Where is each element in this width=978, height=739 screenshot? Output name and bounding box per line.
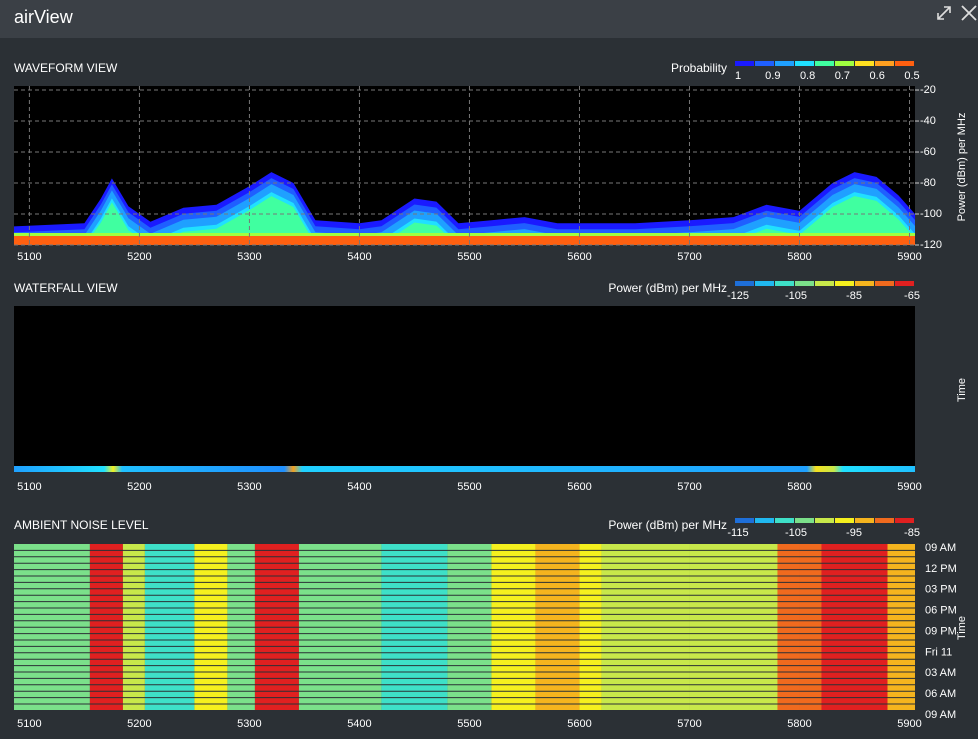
window-title: airView: [14, 7, 74, 27]
legend-tick: 0.8: [800, 70, 815, 82]
panel-title: WATERFALL VIEW: [14, 281, 118, 295]
waveform-floor: [14, 236, 915, 245]
legend-tick: 0.5: [904, 70, 919, 82]
x-tick-label: 5500: [457, 481, 481, 493]
time-label: 12 PM: [925, 563, 957, 575]
x-tick-label: 5700: [677, 251, 701, 263]
x-tick-label: 5900: [897, 481, 921, 493]
time-label: 03 AM: [925, 667, 956, 679]
legend-swatch: [755, 61, 774, 66]
x-tick-label: 5600: [567, 718, 591, 730]
x-tick-label: 5100: [17, 481, 41, 493]
legend-tick: -115: [727, 527, 748, 539]
x-tick-label: 5900: [897, 718, 921, 730]
legend-tick: -95: [846, 527, 862, 539]
x-tick-label: 5600: [567, 481, 591, 493]
y-axis-label: Power (dBm) per MHz: [956, 113, 968, 222]
y-tick-label: -20: [920, 84, 936, 96]
x-tick-label: 5700: [677, 718, 701, 730]
x-tick-label: 5700: [677, 481, 701, 493]
legend-swatch: [795, 61, 814, 66]
x-tick-label: 5500: [457, 718, 481, 730]
x-tick-label: 5500: [457, 251, 481, 263]
legend-swatch: [895, 281, 914, 286]
x-tick-label: 5300: [237, 718, 261, 730]
legend-swatch: [875, 281, 894, 286]
panel-title: WAVEFORM VIEW: [14, 61, 118, 75]
x-tick-label: 5200: [127, 251, 151, 263]
time-label: 06 PM: [925, 605, 957, 617]
legend-swatch: [775, 281, 794, 286]
legend-tick: 0.9: [765, 70, 780, 82]
legend-swatch: [835, 61, 854, 66]
legend-title: Power (dBm) per MHz: [608, 281, 727, 295]
time-label: 06 AM: [925, 688, 956, 700]
x-tick-label: 5800: [787, 481, 811, 493]
legend-tick: -85: [904, 527, 920, 539]
legend-tick: -105: [785, 290, 807, 302]
legend-swatch: [775, 518, 794, 523]
time-label: 09 AM: [925, 709, 956, 721]
legend-swatch: [775, 61, 794, 66]
waterfall-strip: [14, 466, 915, 472]
legend-title: Power (dBm) per MHz: [608, 518, 727, 532]
x-tick-label: 5100: [17, 251, 41, 263]
legend-swatch: [895, 518, 914, 523]
x-tick-label: 5900: [897, 251, 921, 263]
x-tick-label: 5400: [347, 251, 371, 263]
legend-swatch: [895, 61, 914, 66]
legend-swatch: [755, 281, 774, 286]
legend-swatch: [815, 518, 834, 523]
legend-tick: 0.7: [835, 70, 850, 82]
legend-title: Probability: [671, 61, 727, 75]
x-tick-label: 5800: [787, 718, 811, 730]
legend-swatch: [875, 61, 894, 66]
y-tick-label: -60: [920, 146, 936, 158]
time-label: Fri 11: [925, 646, 952, 658]
legend-swatch: [835, 518, 854, 523]
y-tick-label: -120: [920, 239, 942, 251]
header-bar: [0, 0, 978, 38]
y-tick-label: -100: [920, 208, 942, 220]
legend-swatch: [815, 281, 834, 286]
legend-swatch: [735, 61, 754, 66]
time-label: 09 PM: [925, 625, 957, 637]
y-axis-label: Time: [956, 616, 968, 640]
y-tick-label: -80: [920, 177, 936, 189]
time-label: 03 PM: [925, 584, 957, 596]
time-label: 09 AM: [925, 542, 956, 554]
legend-tick: -85: [846, 290, 862, 302]
legend-swatch: [735, 281, 754, 286]
legend-swatch: [795, 518, 814, 523]
y-tick-label: -40: [920, 115, 936, 127]
legend-swatch: [855, 281, 874, 286]
x-tick-label: 5600: [567, 251, 591, 263]
legend-swatch: [875, 518, 894, 523]
x-tick-label: 5400: [347, 481, 371, 493]
legend-tick: 0.6: [870, 70, 885, 82]
legend-swatch: [735, 518, 754, 523]
legend-tick: -65: [904, 290, 920, 302]
legend-swatch: [815, 61, 834, 66]
x-tick-label: 5100: [17, 718, 41, 730]
x-tick-label: 5200: [127, 481, 151, 493]
legend-swatch: [835, 281, 854, 286]
y-axis-label: Time: [956, 378, 968, 402]
legend-swatch: [755, 518, 774, 523]
x-tick-label: 5300: [237, 251, 261, 263]
legend-swatch: [855, 61, 874, 66]
legend-swatch: [795, 281, 814, 286]
panel-title: AMBIENT NOISE LEVEL: [14, 518, 149, 532]
legend-tick: 1: [735, 70, 741, 82]
x-tick-label: 5300: [237, 481, 261, 493]
x-tick-label: 5400: [347, 718, 371, 730]
legend-tick: -125: [727, 290, 749, 302]
waterfall-plot: [14, 306, 915, 472]
x-tick-label: 5200: [127, 718, 151, 730]
legend-tick: -105: [785, 527, 807, 539]
legend-swatch: [855, 518, 874, 523]
x-tick-label: 5800: [787, 251, 811, 263]
